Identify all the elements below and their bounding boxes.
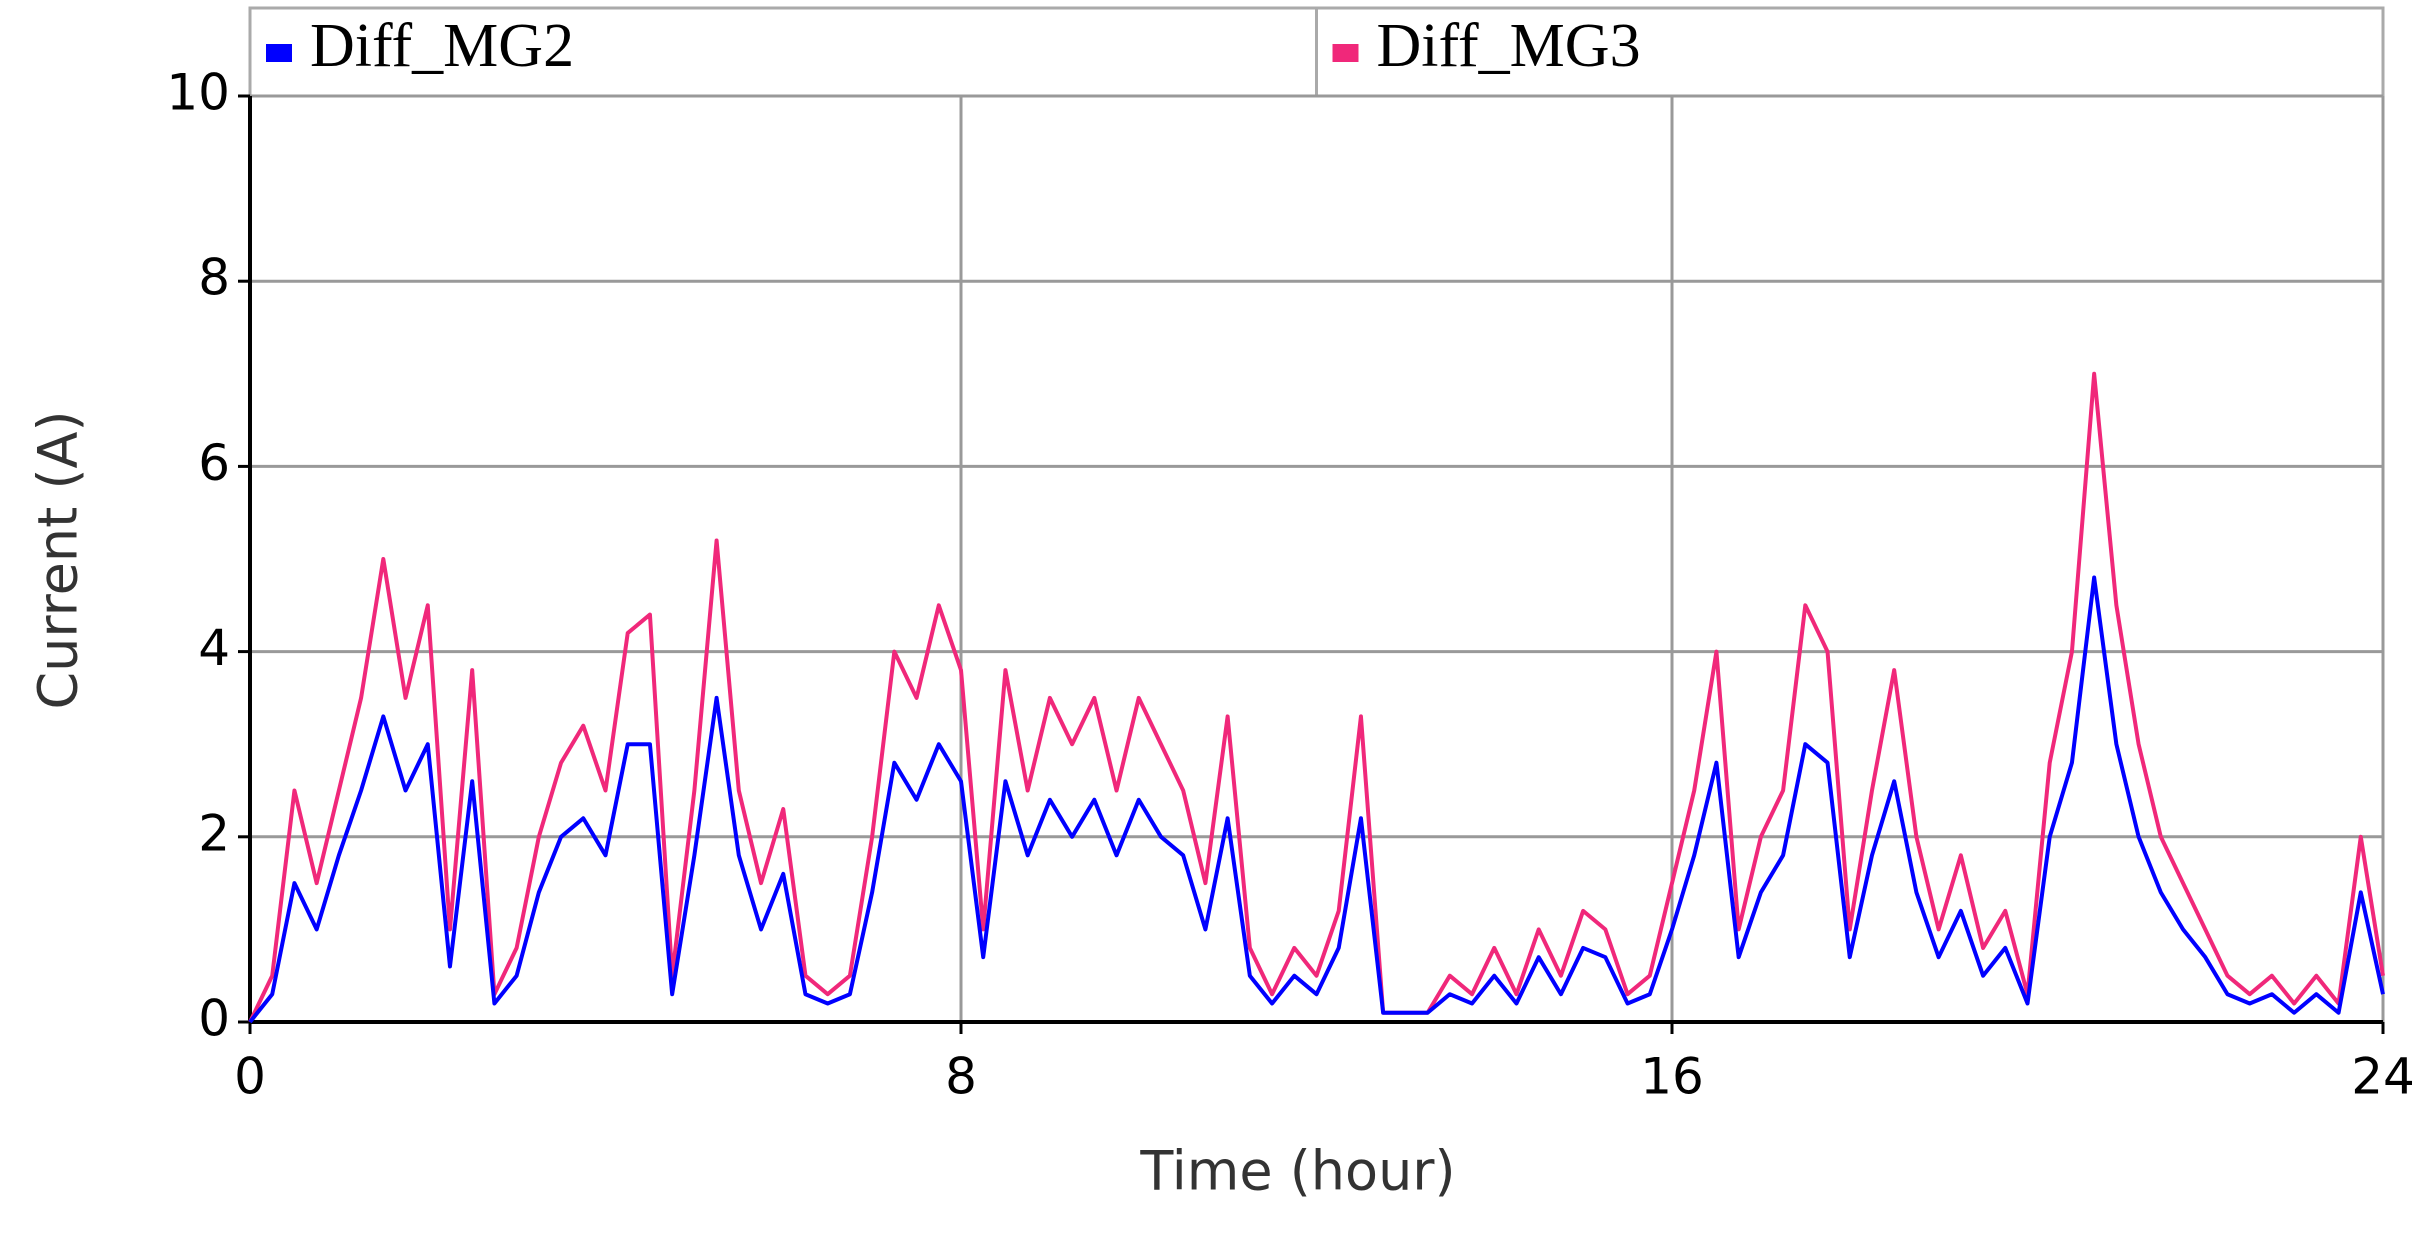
- y-tick-label: 6: [198, 434, 230, 492]
- series-line: [248, 371, 2385, 1023]
- x-tick-label: 8: [945, 1048, 977, 1106]
- y-tick-label: 8: [198, 249, 230, 307]
- legend-label: Diff_MG3: [1377, 12, 1641, 80]
- x-tick-label: 0: [234, 1048, 266, 1106]
- legend-label: Diff_MG2: [310, 12, 574, 80]
- series-line: [248, 575, 2385, 1024]
- y-axis-title: Current (A): [27, 410, 90, 709]
- y-tick-label: 2: [198, 804, 230, 862]
- y-tick-label: 10: [166, 64, 230, 122]
- x-tick-label: 24: [2351, 1048, 2415, 1106]
- legend-swatch: [266, 44, 292, 62]
- x-tick-label: 16: [1640, 1048, 1704, 1106]
- y-tick-label: 4: [198, 619, 230, 677]
- legend-swatch: [1332, 44, 1359, 62]
- x-axis-title: Time (hour): [1139, 1140, 1455, 1203]
- y-tick-label: 0: [198, 990, 230, 1048]
